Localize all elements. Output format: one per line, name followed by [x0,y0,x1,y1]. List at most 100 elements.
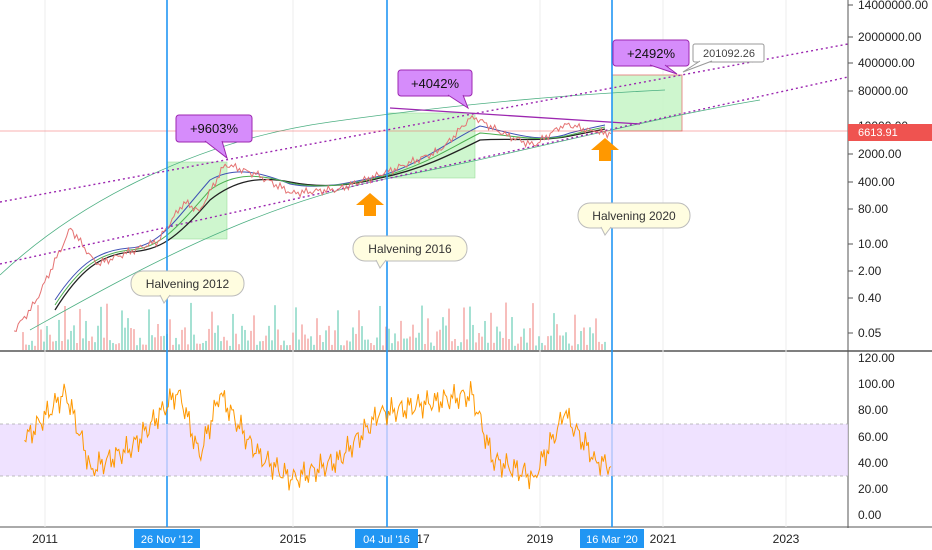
rsi-axis: 120.00 100.00 80.00 60.00 40.00 20.00 0.… [858,351,895,522]
volume-bar [436,331,438,350]
volume-bar [337,310,339,350]
volume-bar [466,339,468,350]
halving-label-2012: Halvening 2012 [130,270,245,304]
x-tick-2023: 2023 [773,532,800,546]
volume-bar [505,302,507,350]
rsi-tick-3: 60.00 [858,430,888,444]
time-axis: 2011 2015 2019 2021 2023 17 26 Nov '12 0… [32,529,800,548]
volume-bar [217,325,219,350]
x-tick-2019: 2019 [527,532,554,546]
volume-bar [178,344,180,350]
volume-bar [103,337,105,350]
volume-bar [292,332,294,350]
gain-callout-2016: +4042% [397,69,473,110]
descending-trendline [389,107,641,125]
halving-label-2012-text: Halvening 2012 [146,277,230,291]
volume-bar [577,344,579,350]
volume-bar [40,329,42,350]
volume-bar [265,335,267,350]
volume-bar [322,342,324,350]
volume-bar [454,338,456,350]
volume-bar [484,320,486,350]
volume-bar [352,327,354,350]
volume-bar [91,336,93,350]
y-tick-8: 10.00 [858,237,888,251]
volume-bar [400,320,402,350]
up-arrow-2016 [356,193,384,216]
volume-bar [208,328,210,350]
y-tick-5: 2000.00 [858,147,902,161]
volume-bar [70,330,72,350]
volume-bar [541,342,543,350]
volume-bar [475,342,477,350]
volume-bar [373,345,375,350]
volume-bar [502,337,504,350]
volume-bar [286,345,288,350]
volume-bar [205,340,207,350]
volume-bar [271,340,273,350]
volume-bar [229,345,231,350]
volume-bar [331,344,333,350]
y-tick-marks [848,4,853,334]
volume-bar [547,336,549,350]
volume-bar [22,332,24,350]
volume-bar [304,334,306,350]
volume-bar [532,303,534,350]
halving-date-tag-2012: 26 Nov '12 [134,529,200,548]
volume-bar [586,344,588,350]
volume-bar [358,310,360,350]
volume-bar [34,345,36,350]
volume-bar [73,325,75,350]
volume-bar [472,324,474,350]
halving-date-2020: 16 Mar '20 [586,534,638,546]
volume-bar [583,327,585,350]
volume-bar [274,305,276,350]
price-series-line [13,114,612,332]
gain-box-2020 [611,74,683,132]
volume-bar [394,333,396,350]
volume-bar [97,325,99,350]
volume-bar [181,329,183,350]
volume-bar [460,342,462,350]
volume-bar [193,334,195,350]
volume-bar [244,329,246,350]
volume-bar [109,340,111,350]
volume-bar [49,334,51,350]
volume-bar [76,343,78,350]
volume-bar [133,329,135,350]
volume-bar [61,341,63,350]
volume-bar [433,345,435,350]
volume-bar [406,338,408,350]
halving-label-2016: Halvening 2016 [352,235,468,269]
y-tick-7: 80.00 [858,202,888,216]
volume-bar [538,336,540,350]
volume-bar [58,319,60,350]
volume-bar [355,333,357,350]
gain-label-2016: +4042% [411,76,460,91]
volume-bar [25,344,27,350]
volume-bar [421,305,423,350]
volume-bar [145,344,147,350]
gain-label-2012: +9603% [190,121,239,136]
volume-bar [247,340,249,350]
volume-bar [106,303,108,350]
volume-bar [592,333,594,350]
volume-bar [487,342,489,350]
current-price-tag: 6613.91 [848,124,932,141]
volume-bar [520,336,522,350]
gain-callout-2020: +2492% [612,39,690,75]
channel-line-upper [0,43,848,203]
volume-bar [151,335,153,350]
price-axis: 14000000.00 2000000.00 400000.00 80000.0… [848,0,928,340]
rsi-pane [0,381,848,491]
volume-bar [280,345,282,350]
volume-bar [418,332,420,350]
regression-curve-upper [0,89,666,276]
volume-bar [397,341,399,350]
halving-label-2020: Halvening 2020 [577,202,691,236]
volume-bar [439,329,441,350]
y-tick-3: 80000.00 [858,84,908,98]
halving-date-2012: 26 Nov '12 [141,534,193,546]
volume-bar [535,345,537,350]
volume-bars [22,302,606,350]
